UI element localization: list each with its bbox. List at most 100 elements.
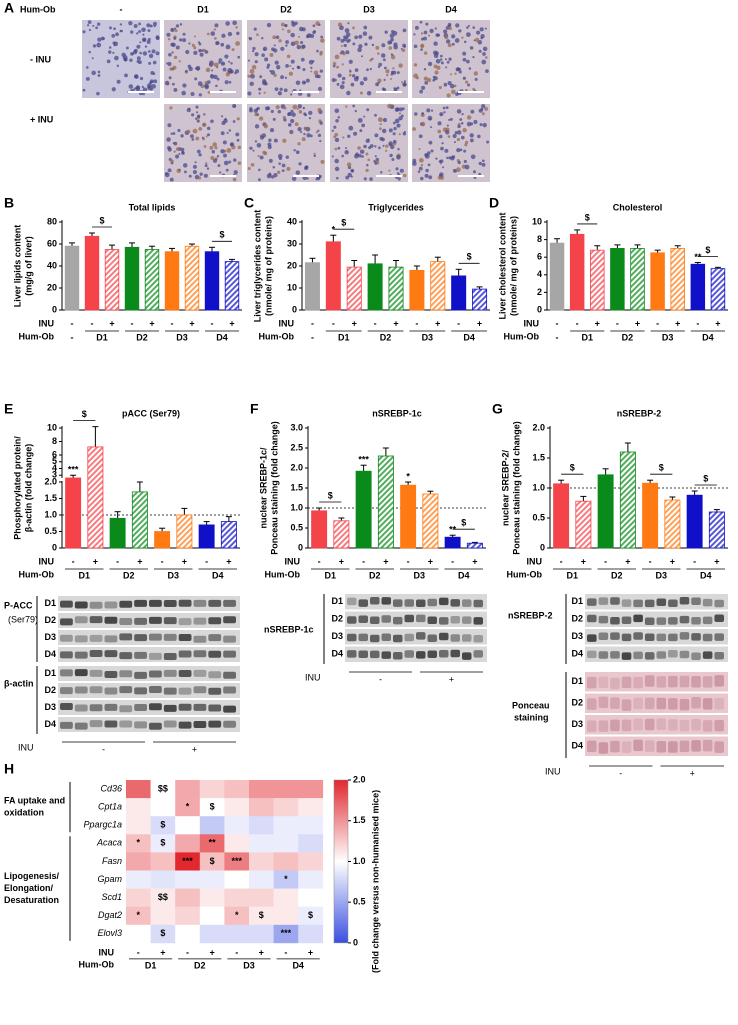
nucleus (366, 163, 369, 167)
group-axis-label: Hum-Ob (79, 959, 115, 969)
nucleus (171, 28, 174, 31)
nucleus (403, 130, 406, 133)
blot-band (587, 598, 597, 606)
nucleus (119, 29, 122, 33)
group-label: D3 (655, 570, 667, 580)
nucleus (302, 68, 306, 72)
blot-band (416, 651, 426, 659)
nucleus (231, 48, 235, 52)
x-tick-label: - (137, 947, 140, 957)
nucleus (300, 57, 305, 62)
nucleus (389, 77, 393, 80)
y-tick-label: 0 (292, 304, 297, 314)
heatmap-cell (273, 906, 299, 926)
nucleus (236, 117, 240, 121)
nucleus (142, 87, 148, 93)
blot-band (679, 650, 690, 659)
nucleus (201, 49, 204, 52)
nucleus (285, 40, 289, 44)
nucleus (82, 30, 86, 34)
nucleus (440, 146, 444, 151)
blot-band (691, 633, 701, 641)
nucleus (444, 148, 449, 153)
blot-band (702, 676, 713, 688)
nucleus (191, 138, 195, 141)
heatmap-cell (126, 834, 151, 853)
nucleus (348, 73, 352, 77)
nucleus (174, 29, 178, 33)
blot-label: P-ACC (4, 600, 33, 610)
nucleus (332, 61, 337, 66)
nucleus (462, 76, 466, 80)
nucleus (258, 168, 261, 172)
annotation: *** (358, 455, 369, 465)
blot-band (193, 617, 207, 625)
nucleus (213, 74, 218, 80)
blot-band (119, 686, 133, 694)
blot-strip (585, 715, 728, 735)
x-tick-label: - (131, 318, 134, 328)
nucleus (365, 168, 369, 173)
group-label: D1 (96, 332, 108, 342)
x-tick-label: - (649, 556, 652, 566)
blot-band (462, 634, 472, 642)
blot-band (691, 740, 701, 752)
nucleus (310, 66, 313, 69)
nucleus (377, 52, 380, 55)
nucleus (175, 24, 180, 28)
nucleus (352, 26, 355, 30)
blot-strip (585, 646, 728, 662)
bar (619, 451, 636, 549)
nucleus (337, 116, 341, 119)
nucleus (333, 135, 337, 139)
nucleus (352, 42, 356, 46)
nucleus (108, 50, 112, 54)
nucleus (212, 158, 218, 163)
nucleus (271, 47, 275, 52)
nucleus (236, 138, 240, 142)
nucleus (312, 60, 315, 63)
group-axis-label: Hum-Ob (259, 331, 295, 341)
row-label: Fasn (102, 856, 122, 866)
y-tick-label: 4 (52, 463, 57, 473)
nucleus (225, 44, 231, 50)
blot-band (149, 703, 162, 711)
heatmap-cell (150, 906, 176, 926)
nucleus (303, 112, 307, 116)
nucleus (333, 125, 337, 129)
nucleus (306, 33, 312, 38)
nucleus (191, 43, 195, 47)
heatmap-cell (150, 780, 176, 799)
nucleus (280, 46, 285, 51)
nucleus (478, 49, 482, 53)
blot-band (381, 597, 391, 605)
blot-band (74, 635, 88, 643)
heatmap-cell (199, 780, 225, 799)
blot-band (714, 741, 724, 753)
nucleus (181, 150, 185, 154)
nucleus (213, 62, 219, 68)
nucleus (186, 108, 191, 113)
heatmap-cell (224, 870, 250, 889)
blot-band (104, 635, 118, 643)
nucleus (253, 27, 257, 31)
nucleus (305, 78, 310, 83)
nucleus (472, 170, 476, 174)
inu-label: INU (279, 318, 295, 328)
nucleus (450, 89, 456, 95)
nucleus (442, 106, 446, 110)
blot-band (621, 652, 632, 660)
blot-band (347, 650, 357, 658)
bar (422, 493, 439, 549)
nucleus (430, 149, 434, 153)
nucleus (366, 90, 372, 96)
nucleus (135, 86, 141, 92)
nucleus (287, 123, 292, 127)
inu-group: - (379, 674, 382, 684)
nucleus (169, 177, 174, 182)
blot-band (633, 599, 643, 608)
nucleus (273, 44, 276, 47)
nucleus (347, 22, 350, 25)
blot-band (702, 698, 713, 710)
y-tick-label: 0 (540, 542, 545, 552)
